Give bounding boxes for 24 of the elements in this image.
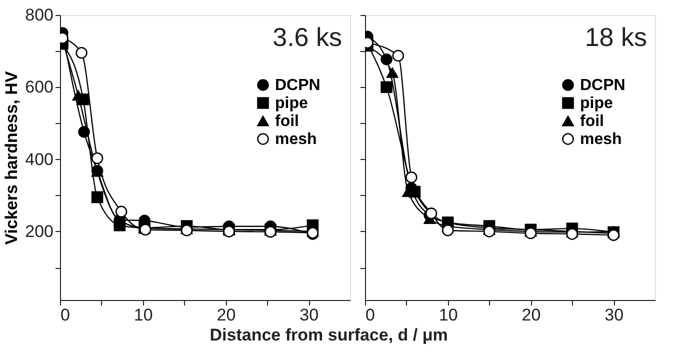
legend-label: foil (275, 113, 299, 130)
x-tick-label: 20 (216, 306, 236, 324)
y-axis-title: Vickers hardness, HV (2, 70, 22, 245)
y-tick-label: 200 (25, 222, 54, 241)
x-tick-label: 30 (604, 306, 624, 324)
annotation: 18 ks (584, 22, 647, 52)
legend-label: pipe (580, 95, 613, 112)
y-tick-label: 600 (25, 78, 54, 97)
x-tick-label: 0 (60, 306, 70, 324)
annotation: 3.6 ks (272, 22, 342, 52)
x-tick-label: 0 (366, 306, 375, 324)
legend-label: foil (580, 113, 604, 130)
x-axis-title: Distance from surface, d / μm (210, 326, 448, 344)
legend-label: pipe (275, 95, 308, 112)
y-tick-label: 800 (25, 6, 54, 24)
legend-label: DCPN (580, 77, 626, 94)
y-tick-label: 400 (25, 150, 54, 169)
legend-label: mesh (580, 131, 622, 148)
x-tick-label: 10 (134, 306, 153, 324)
x-tick-label: 10 (438, 306, 458, 324)
legend-label: DCPN (275, 77, 320, 94)
x-tick-label: 20 (522, 306, 541, 324)
x-tick-label: 30 (300, 306, 319, 324)
legend-label: mesh (275, 131, 317, 148)
